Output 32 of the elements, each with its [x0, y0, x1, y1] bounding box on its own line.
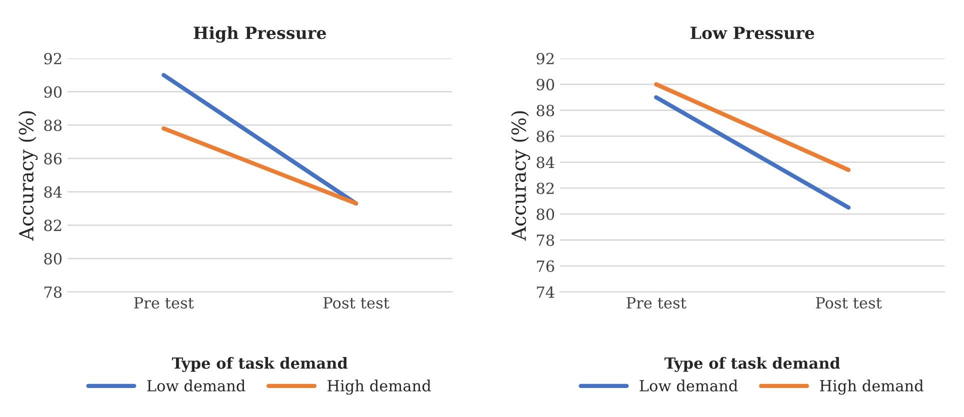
y-tick-label: 88	[44, 120, 62, 132]
y-tick-label: 92	[536, 52, 554, 64]
y-tick-label: 86	[536, 130, 554, 142]
y-tick-label: 88	[536, 104, 554, 116]
y-tick-label: 80	[44, 253, 62, 265]
y-tick-label: 84	[536, 156, 554, 168]
y-tick-label: 84	[44, 186, 62, 198]
y-axis-title: Accuracy (%)	[18, 111, 38, 241]
chart-title: High Pressure	[194, 26, 326, 43]
y-tick-label: 90	[44, 86, 62, 98]
y-tick-label: 78	[536, 234, 554, 246]
y-tick-label: 78	[44, 286, 62, 298]
legend-label: High demand	[820, 380, 924, 395]
x-tick-label: Post test	[816, 297, 882, 309]
y-tick-label: 90	[536, 78, 554, 90]
y-tick-label: 86	[44, 152, 62, 164]
y-tick-label: 92	[44, 52, 62, 64]
legend-label: Low demand	[640, 380, 738, 392]
chart-title: Low Pressure	[690, 26, 814, 40]
y-tick-label: 82	[536, 182, 554, 194]
legend-label: Low demand	[147, 380, 246, 392]
y-tick-label: 76	[536, 260, 554, 272]
y-tick-label: 74	[536, 286, 554, 298]
x-tick-label: Pre test	[134, 297, 194, 309]
y-axis-title: Accuracy (%)	[511, 111, 530, 241]
x-tick-label: Pre test	[626, 297, 686, 309]
x-tick-label: Post test	[323, 297, 390, 309]
y-tick-label: 80	[536, 208, 554, 220]
legend-title: Type of task demand	[172, 357, 348, 372]
legend-label: High demand	[328, 380, 431, 395]
y-tick-label: 82	[44, 220, 62, 232]
legend-title: Type of task demand	[664, 357, 840, 372]
